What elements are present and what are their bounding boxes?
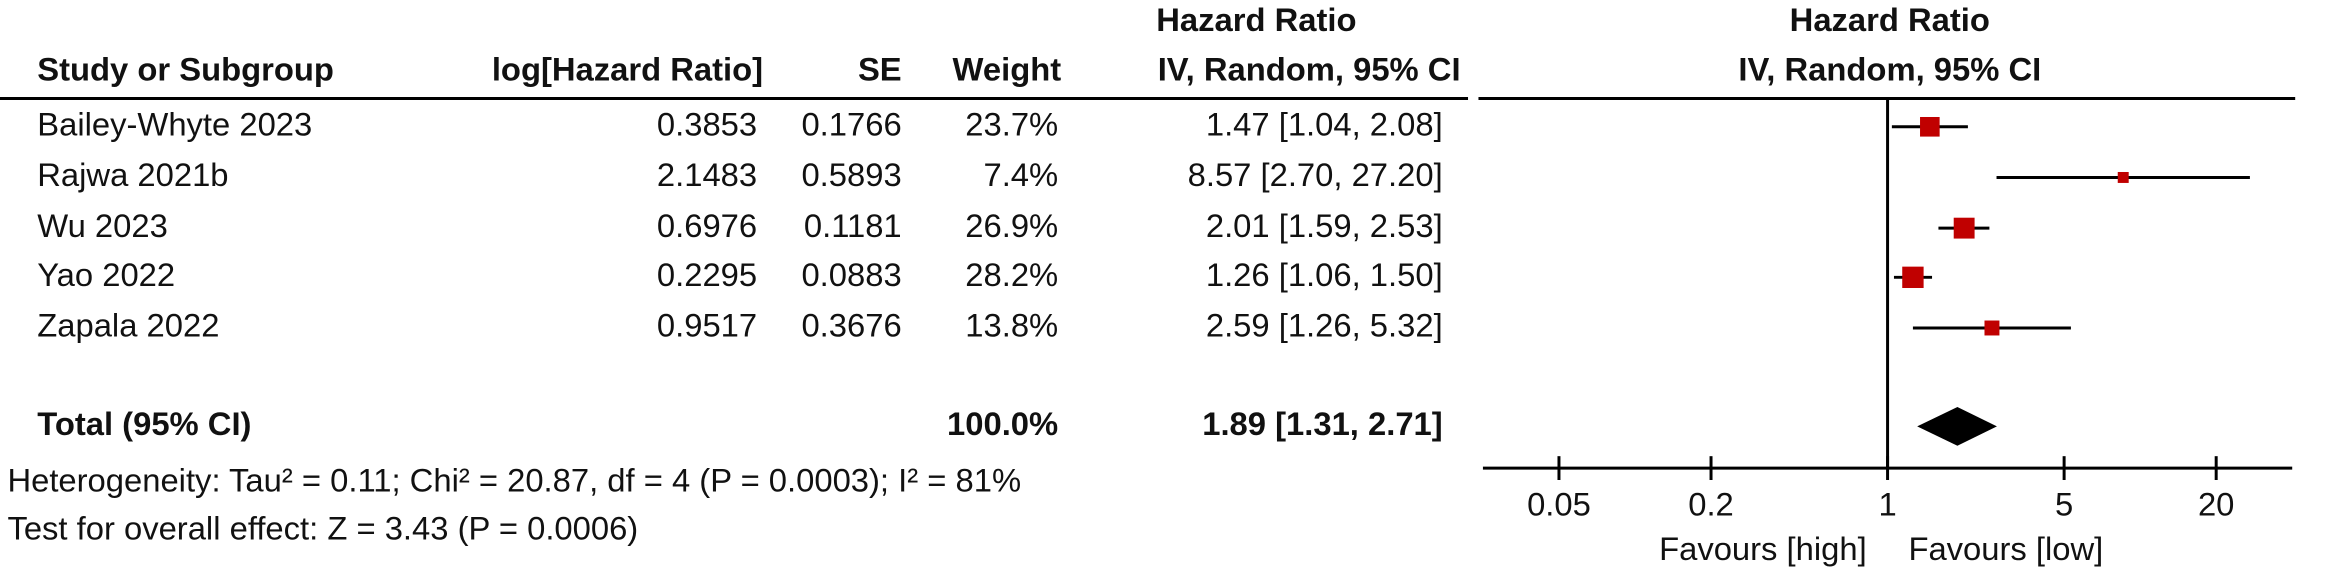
column-header: SE bbox=[858, 50, 902, 87]
table-cell: Zapala 2022 bbox=[37, 307, 219, 344]
point-estimate bbox=[1920, 116, 1940, 137]
x-tick-label: 5 bbox=[2055, 485, 2073, 522]
table-cell: 0.3853 bbox=[657, 105, 757, 142]
point-estimate bbox=[1984, 320, 2000, 336]
table-cell: 0.1181 bbox=[804, 207, 902, 244]
table-cell: 0.0883 bbox=[801, 256, 901, 293]
table-cell: 28.2% bbox=[965, 256, 1058, 293]
table-cell: 1.26 [1.06, 1.50] bbox=[1206, 256, 1443, 293]
total-diamond bbox=[1917, 406, 1997, 446]
column-header: Study or Subgroup bbox=[37, 50, 334, 87]
table-cell: 0.6976 bbox=[657, 207, 757, 244]
table-cell: 2.59 [1.26, 5.32] bbox=[1206, 307, 1443, 344]
table-cell: 13.8% bbox=[965, 307, 1058, 344]
table-cell: 1.47 [1.04, 2.08] bbox=[1206, 105, 1443, 142]
chart-subtitle: IV, Random, 95% CI bbox=[1738, 50, 2041, 87]
table-cell: 7.4% bbox=[983, 156, 1058, 193]
point-estimate bbox=[1902, 266, 1924, 289]
total-weight: 100.0% bbox=[947, 405, 1058, 442]
x-tick-label: 1 bbox=[1878, 485, 1896, 522]
overall-effect: Test for overall effect: Z = 3.43 (P = 0… bbox=[7, 509, 638, 546]
column-header: log[Hazard Ratio] bbox=[492, 50, 763, 87]
chart-title: Hazard Ratio bbox=[1790, 1, 1990, 38]
table-cell: 23.7% bbox=[965, 105, 1058, 142]
table-cell: 0.5893 bbox=[801, 156, 901, 193]
point-estimate bbox=[2117, 171, 2129, 183]
column-header: IV, Random, 95% CI bbox=[1158, 50, 1461, 87]
x-tick-label: 0.2 bbox=[1688, 485, 1734, 522]
table-cell: Bailey-Whyte 2023 bbox=[37, 105, 312, 142]
x-tick-label: 0.05 bbox=[1527, 485, 1591, 522]
heterogeneity: Heterogeneity: Tau² = 0.11; Chi² = 20.87… bbox=[7, 462, 1021, 499]
total-label: Total (95% CI) bbox=[37, 405, 251, 442]
table-cell: 2.01 [1.59, 2.53] bbox=[1206, 207, 1443, 244]
table-cell: 0.9517 bbox=[657, 307, 757, 344]
x-label-right: Favours [low] bbox=[1908, 530, 2103, 567]
table-cell: 0.1766 bbox=[801, 105, 901, 142]
x-label-left: Favours [high] bbox=[1659, 530, 1867, 567]
column-header: Weight bbox=[953, 50, 1062, 87]
table-cell: 2.1483 bbox=[657, 156, 757, 193]
table-cell: 26.9% bbox=[965, 207, 1058, 244]
table-cell: 0.2295 bbox=[657, 256, 757, 293]
table-cell: Yao 2022 bbox=[37, 256, 175, 293]
table-cell: Wu 2023 bbox=[37, 207, 168, 244]
table-cell: Rajwa 2021b bbox=[37, 156, 228, 193]
point-estimate bbox=[1953, 217, 1975, 239]
table-cell: 0.3676 bbox=[801, 307, 901, 344]
total-ci: 1.89 [1.31, 2.71] bbox=[1202, 405, 1442, 442]
table-cell: 8.57 [2.70, 27.20] bbox=[1188, 156, 1443, 193]
x-tick-label: 20 bbox=[2198, 485, 2234, 522]
table-group-header: Hazard Ratio bbox=[1156, 1, 1356, 38]
